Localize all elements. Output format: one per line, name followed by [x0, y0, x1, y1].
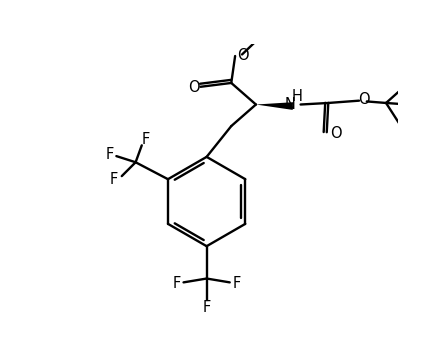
Text: H: H — [291, 89, 302, 104]
Text: O: O — [188, 80, 199, 95]
Text: O: O — [358, 92, 369, 107]
Polygon shape — [256, 102, 293, 110]
Text: F: F — [172, 276, 181, 290]
Text: F: F — [106, 147, 114, 162]
Text: O: O — [330, 126, 342, 141]
Text: F: F — [233, 276, 241, 290]
Text: F: F — [202, 300, 211, 314]
Text: F: F — [110, 172, 118, 187]
Text: O: O — [237, 48, 249, 63]
Text: N: N — [285, 97, 296, 112]
Text: F: F — [141, 132, 150, 147]
